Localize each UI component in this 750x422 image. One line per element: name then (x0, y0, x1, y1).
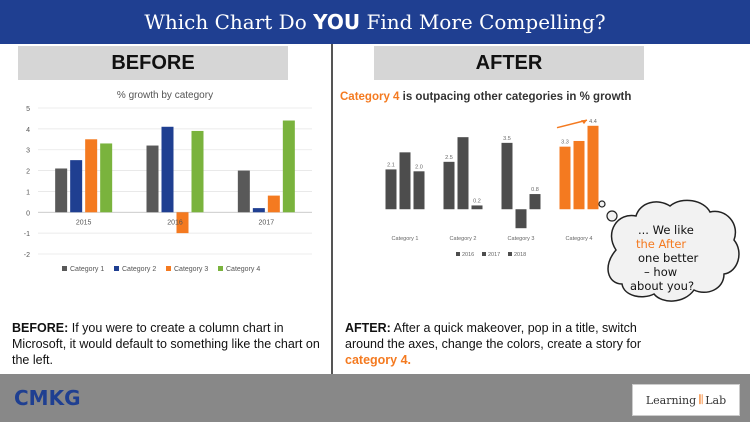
before-bar (55, 168, 68, 213)
before-legend-label: Category 4 (226, 266, 260, 273)
before-xtick-label: 2015 (76, 219, 92, 226)
before-ytick-label: 1 (26, 189, 30, 196)
after-caption: AFTER: After a quick makeover, pop in a … (345, 320, 645, 368)
before-ytick-label: 4 (26, 127, 30, 134)
before-label: BEFORE (18, 46, 288, 80)
learning-lab-logo: Learning ⫼ Lab (632, 384, 740, 416)
after-xtick-label: Category 3 (508, 236, 535, 242)
before-bar (282, 120, 295, 213)
before-chart-title: % growth by category (117, 90, 213, 101)
bubble-line-4: – how (644, 265, 677, 279)
before-legend-swatch (166, 266, 171, 271)
before-caption-text: If you were to create a column chart in … (12, 321, 320, 367)
after-data-label: 3.5 (503, 136, 511, 142)
before-legend-label: Category 2 (122, 266, 156, 273)
before-caption-lead: BEFORE: (12, 321, 69, 335)
before-bar (70, 160, 83, 213)
bubble-line-1: ... We like (638, 223, 694, 237)
before-ytick-label: 0 (26, 210, 30, 217)
after-data-label: 3.3 (561, 140, 569, 146)
after-data-label: 0.8 (531, 187, 539, 193)
after-xtick-label: Category 1 (392, 236, 419, 242)
before-bar (191, 130, 204, 213)
after-xtick-label: Category 2 (450, 236, 477, 242)
before-bar (85, 139, 98, 213)
before-xtick-label: 2017 (259, 219, 275, 226)
before-legend-label: Category 3 (174, 266, 208, 273)
after-bar (587, 125, 599, 210)
cmkg-logo: CMKG (14, 386, 81, 410)
after-bar (385, 169, 397, 210)
after-data-label: 2.1 (387, 162, 395, 168)
after-data-label: 4.4 (589, 119, 597, 125)
after-bar (443, 161, 455, 210)
after-data-label: 0.2 (473, 198, 481, 204)
before-legend-swatch (114, 266, 119, 271)
before-bar (176, 212, 189, 234)
before-bar (237, 170, 250, 213)
speech-bubble: ... We like the After one better – how a… (598, 199, 740, 302)
after-legend-label: 2017 (488, 252, 500, 258)
after-legend-label: 2018 (514, 252, 526, 258)
after-caption-lead: AFTER: (345, 321, 391, 335)
after-label: AFTER (374, 46, 644, 80)
after-caption-text: After a quick makeover, pop in a title, … (345, 321, 642, 351)
before-ytick-label: 5 (26, 106, 30, 113)
bubble-line-5: about you? (630, 279, 694, 293)
before-ytick-label: -2 (24, 252, 30, 259)
after-legend-label: 2016 (462, 252, 474, 258)
after-bar (515, 209, 527, 229)
header-title-em: YOU (313, 10, 361, 34)
after-chart: Category 4 is outpacing other categories… (340, 91, 631, 258)
before-legend-swatch (218, 266, 223, 271)
before-caption: BEFORE: If you were to create a column c… (12, 320, 324, 368)
before-legend-swatch (62, 266, 67, 271)
footer-bar (0, 374, 750, 422)
bubble-line-2: the After (636, 237, 686, 251)
header-bar: Which Chart Do YOU Find More Compelling? (0, 0, 750, 44)
after-xtick-label: Category 4 (566, 236, 593, 242)
after-legend-swatch (508, 252, 512, 256)
panel-divider (331, 44, 333, 374)
after-trend-arrowhead (581, 120, 587, 125)
before-chart: % growth by category -2 -1 0 1 2 3 4 5 2015 2016 20… (24, 90, 312, 273)
after-bar (457, 137, 469, 210)
before-bar (100, 143, 113, 213)
before-ytick-label: 3 (26, 148, 30, 155)
after-bar (413, 171, 425, 210)
before-bar (252, 208, 265, 213)
after-legend-swatch (482, 252, 486, 256)
before-bar (161, 126, 174, 213)
before-legend-label: Category 1 (70, 266, 104, 273)
before-xtick-label: 2016 (167, 219, 183, 226)
after-bar (471, 205, 483, 210)
after-caption-accent: category 4. (345, 353, 412, 367)
after-chart-title: Category 4 is outpacing other categories… (340, 91, 631, 103)
header-title-pre: Which Chart Do (144, 10, 314, 34)
after-bar (559, 146, 571, 210)
after-legend-swatch (456, 252, 460, 256)
before-bar (267, 195, 280, 213)
after-bar (573, 140, 585, 210)
after-data-label: 2.0 (415, 164, 423, 170)
before-ytick-label: 2 (26, 169, 30, 176)
bubble-line-3: one better (638, 251, 699, 265)
before-bar (146, 145, 159, 213)
after-bar (501, 142, 513, 210)
after-bar (399, 152, 411, 210)
header-title-post: Find More Compelling? (360, 10, 606, 34)
after-data-label: 2.5 (445, 155, 453, 161)
after-bar (529, 194, 541, 210)
before-ytick-label: -1 (24, 231, 30, 238)
